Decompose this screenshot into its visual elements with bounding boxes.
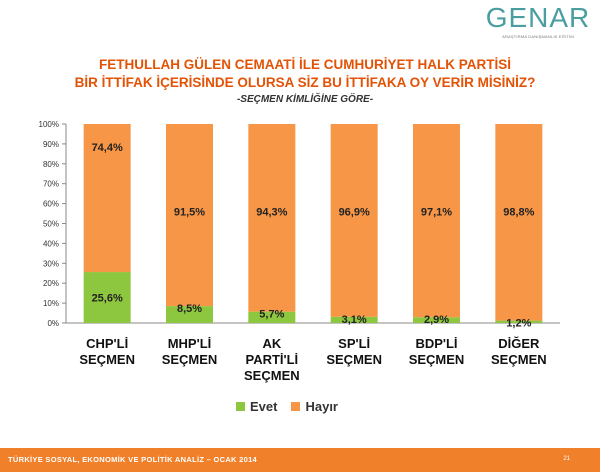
bar-evet-4 [330, 316, 378, 323]
y-tick-label: 10% [43, 299, 59, 308]
bar-hay-r-4 [330, 124, 378, 317]
y-tick-label: 40% [43, 239, 59, 248]
y-tick-label: 0% [47, 319, 59, 328]
data-label-hayir: 74,4% [92, 142, 123, 154]
chart-title-line-1: FETHULLAH GÜLEN CEMAATİ İLE CUMHURİYET H… [99, 57, 511, 72]
x-category-label-line: SEÇMEN [491, 352, 547, 367]
data-label-hayir: 98,8% [503, 207, 534, 219]
bar-evet-5 [413, 317, 460, 323]
data-label-evet: 5,7% [259, 309, 284, 321]
legend-swatch-hayir [291, 402, 301, 411]
page-number: 21 [563, 456, 570, 462]
legend-label-hayir: Hayır [305, 399, 338, 414]
data-label-evet: 2,9% [424, 314, 449, 326]
x-category-label-line: SEÇMEN [161, 352, 218, 367]
y-tick-label: 100% [39, 120, 59, 129]
x-category-label-line: SEÇMEN [326, 352, 382, 367]
bar-hay-r-3 [248, 124, 296, 312]
data-label-evet: 8,5% [177, 303, 202, 315]
data-label-hayir: 96,9% [339, 207, 370, 219]
data-label-evet: 1,2% [506, 318, 531, 330]
x-category-label-line: SEÇMEN [244, 368, 300, 383]
chart-title-line-2: BİR İTTİFAK İÇERİSİNDE OLURSA SİZ BU İTT… [74, 75, 536, 90]
bar-evet-6 [495, 320, 543, 323]
bar-evet-3 [248, 311, 296, 323]
y-tick-label: 90% [43, 140, 59, 149]
x-category-label-line: AK [262, 336, 282, 351]
chart-title: FETHULLAH GÜLEN CEMAATİ İLE CUMHURİYET H… [40, 56, 570, 92]
x-category-label-line: SEÇMEN [408, 352, 465, 367]
data-label-evet: 25,6% [92, 293, 123, 305]
data-label-hayir: 97,1% [421, 207, 452, 219]
data-label-hayir: 91,5% [174, 207, 205, 219]
legend-label-evet: Evet [250, 399, 278, 414]
x-category-label: BDP'Lİ SEÇMEN [392, 336, 482, 368]
x-category-label: CHP'Lİ SEÇMEN [62, 336, 152, 368]
y-tick-label: 70% [43, 180, 59, 189]
footer-bar: TÜRKİYE SOSYAL, EKONOMİK VE POLİTİK ANAL… [0, 448, 600, 472]
y-tick-label: 80% [43, 160, 59, 169]
x-category-label-line: SP'Lİ [338, 336, 371, 351]
x-category-label: DİĞER SEÇMEN [474, 336, 564, 368]
x-category-label: MHP'Lİ SEÇMEN [145, 336, 235, 368]
y-tick-label: 50% [43, 220, 59, 229]
bar-evet-2 [166, 306, 213, 323]
legend-swatch-evet [236, 402, 245, 411]
x-category-label-line: CHP'Lİ [86, 336, 129, 351]
y-tick-label: 30% [43, 259, 59, 268]
data-label-evet: 3,1% [342, 314, 367, 326]
logo: GENAR ARAŞTIRMA DANIŞMANLIK EĞİTİM [478, 2, 598, 40]
bar-hay-r-1 [83, 124, 131, 273]
chart-subtitle: -SEÇMEN KİMLİĞİNE GÖRE- [236, 94, 374, 105]
footer-text: TÜRKİYE SOSYAL, EKONOMİK VE POLİTİK ANAL… [8, 455, 258, 464]
legend: Evet Hayır [236, 399, 352, 414]
logo-tagline: ARAŞTIRMA DANIŞMANLIK EĞİTİM [502, 34, 574, 39]
bar-evet-1 [83, 272, 131, 323]
x-category-label-line: BDP'Lİ [415, 336, 458, 351]
bar-hay-r-5 [413, 124, 460, 318]
x-category-label-line: PARTİ'Lİ [245, 352, 299, 367]
x-category-label: AK PARTİ'Lİ SEÇMEN [227, 336, 317, 384]
x-category-label-line: DİĞER [498, 336, 540, 351]
y-tick-label: 20% [43, 279, 59, 288]
data-label-hayir: 94,3% [256, 207, 287, 219]
x-category-label-line: SEÇMEN [79, 352, 135, 367]
x-category-label: SP'Lİ SEÇMEN [309, 336, 399, 368]
bar-hay-r-6 [495, 124, 543, 321]
bar-hay-r-2 [166, 124, 213, 307]
y-tick-label: 60% [43, 200, 59, 209]
logo-wordmark: GENAR [485, 2, 591, 33]
legend-item-hayir: Hayır [291, 399, 338, 414]
legend-item-evet: Evet [236, 399, 277, 414]
x-category-label-line: MHP'Lİ [167, 336, 212, 351]
